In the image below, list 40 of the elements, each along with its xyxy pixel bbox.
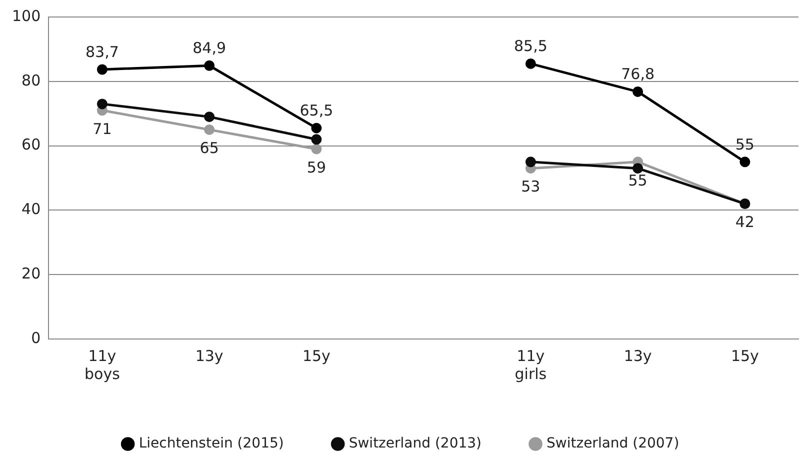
legend-label: Switzerland (2007) bbox=[546, 436, 680, 452]
x-tick-label: 13y bbox=[195, 346, 224, 365]
data-label: 42 bbox=[735, 213, 754, 232]
data-label: 55 bbox=[628, 171, 648, 190]
point bbox=[311, 144, 322, 154]
x-tick-label: 11y girls bbox=[514, 346, 547, 383]
point bbox=[525, 58, 536, 69]
data-label: 65 bbox=[200, 139, 219, 158]
data-label: 65,5 bbox=[300, 101, 334, 120]
y-tick-label: 40 bbox=[22, 200, 41, 218]
point bbox=[96, 98, 108, 110]
y-tick-label: 80 bbox=[22, 71, 41, 90]
data-label: 59 bbox=[306, 158, 326, 176]
point bbox=[96, 64, 108, 75]
point bbox=[632, 163, 644, 174]
x-tick-label: 13y bbox=[624, 346, 652, 365]
legend-label: Liechtenstein (2015) bbox=[138, 436, 284, 452]
x-tick-label: 11y boys bbox=[84, 346, 120, 383]
point bbox=[740, 156, 750, 168]
y-tick-label: 20 bbox=[22, 264, 41, 282]
point bbox=[311, 122, 322, 134]
y-tick-label: 0 bbox=[31, 328, 41, 347]
data-label: 55 bbox=[735, 135, 754, 154]
data-label: 53 bbox=[521, 178, 540, 196]
data-label: 76,8 bbox=[621, 65, 655, 84]
x-tick-label: 15y bbox=[302, 346, 331, 365]
legend-label: Switzerland (2013) bbox=[348, 436, 482, 452]
data-label: 85,5 bbox=[514, 37, 548, 56]
point bbox=[204, 112, 215, 122]
y-tick-label: 100 bbox=[12, 6, 41, 25]
point bbox=[311, 134, 322, 145]
data-label: 71 bbox=[92, 120, 112, 138]
point bbox=[525, 156, 536, 168]
y-tick-label: 60 bbox=[22, 136, 41, 154]
data-label: 84,9 bbox=[192, 39, 226, 58]
point bbox=[632, 86, 644, 97]
point bbox=[204, 60, 215, 71]
x-tick-label: 15y bbox=[730, 346, 760, 365]
point bbox=[204, 124, 215, 135]
data-label: 83,7 bbox=[85, 42, 119, 61]
